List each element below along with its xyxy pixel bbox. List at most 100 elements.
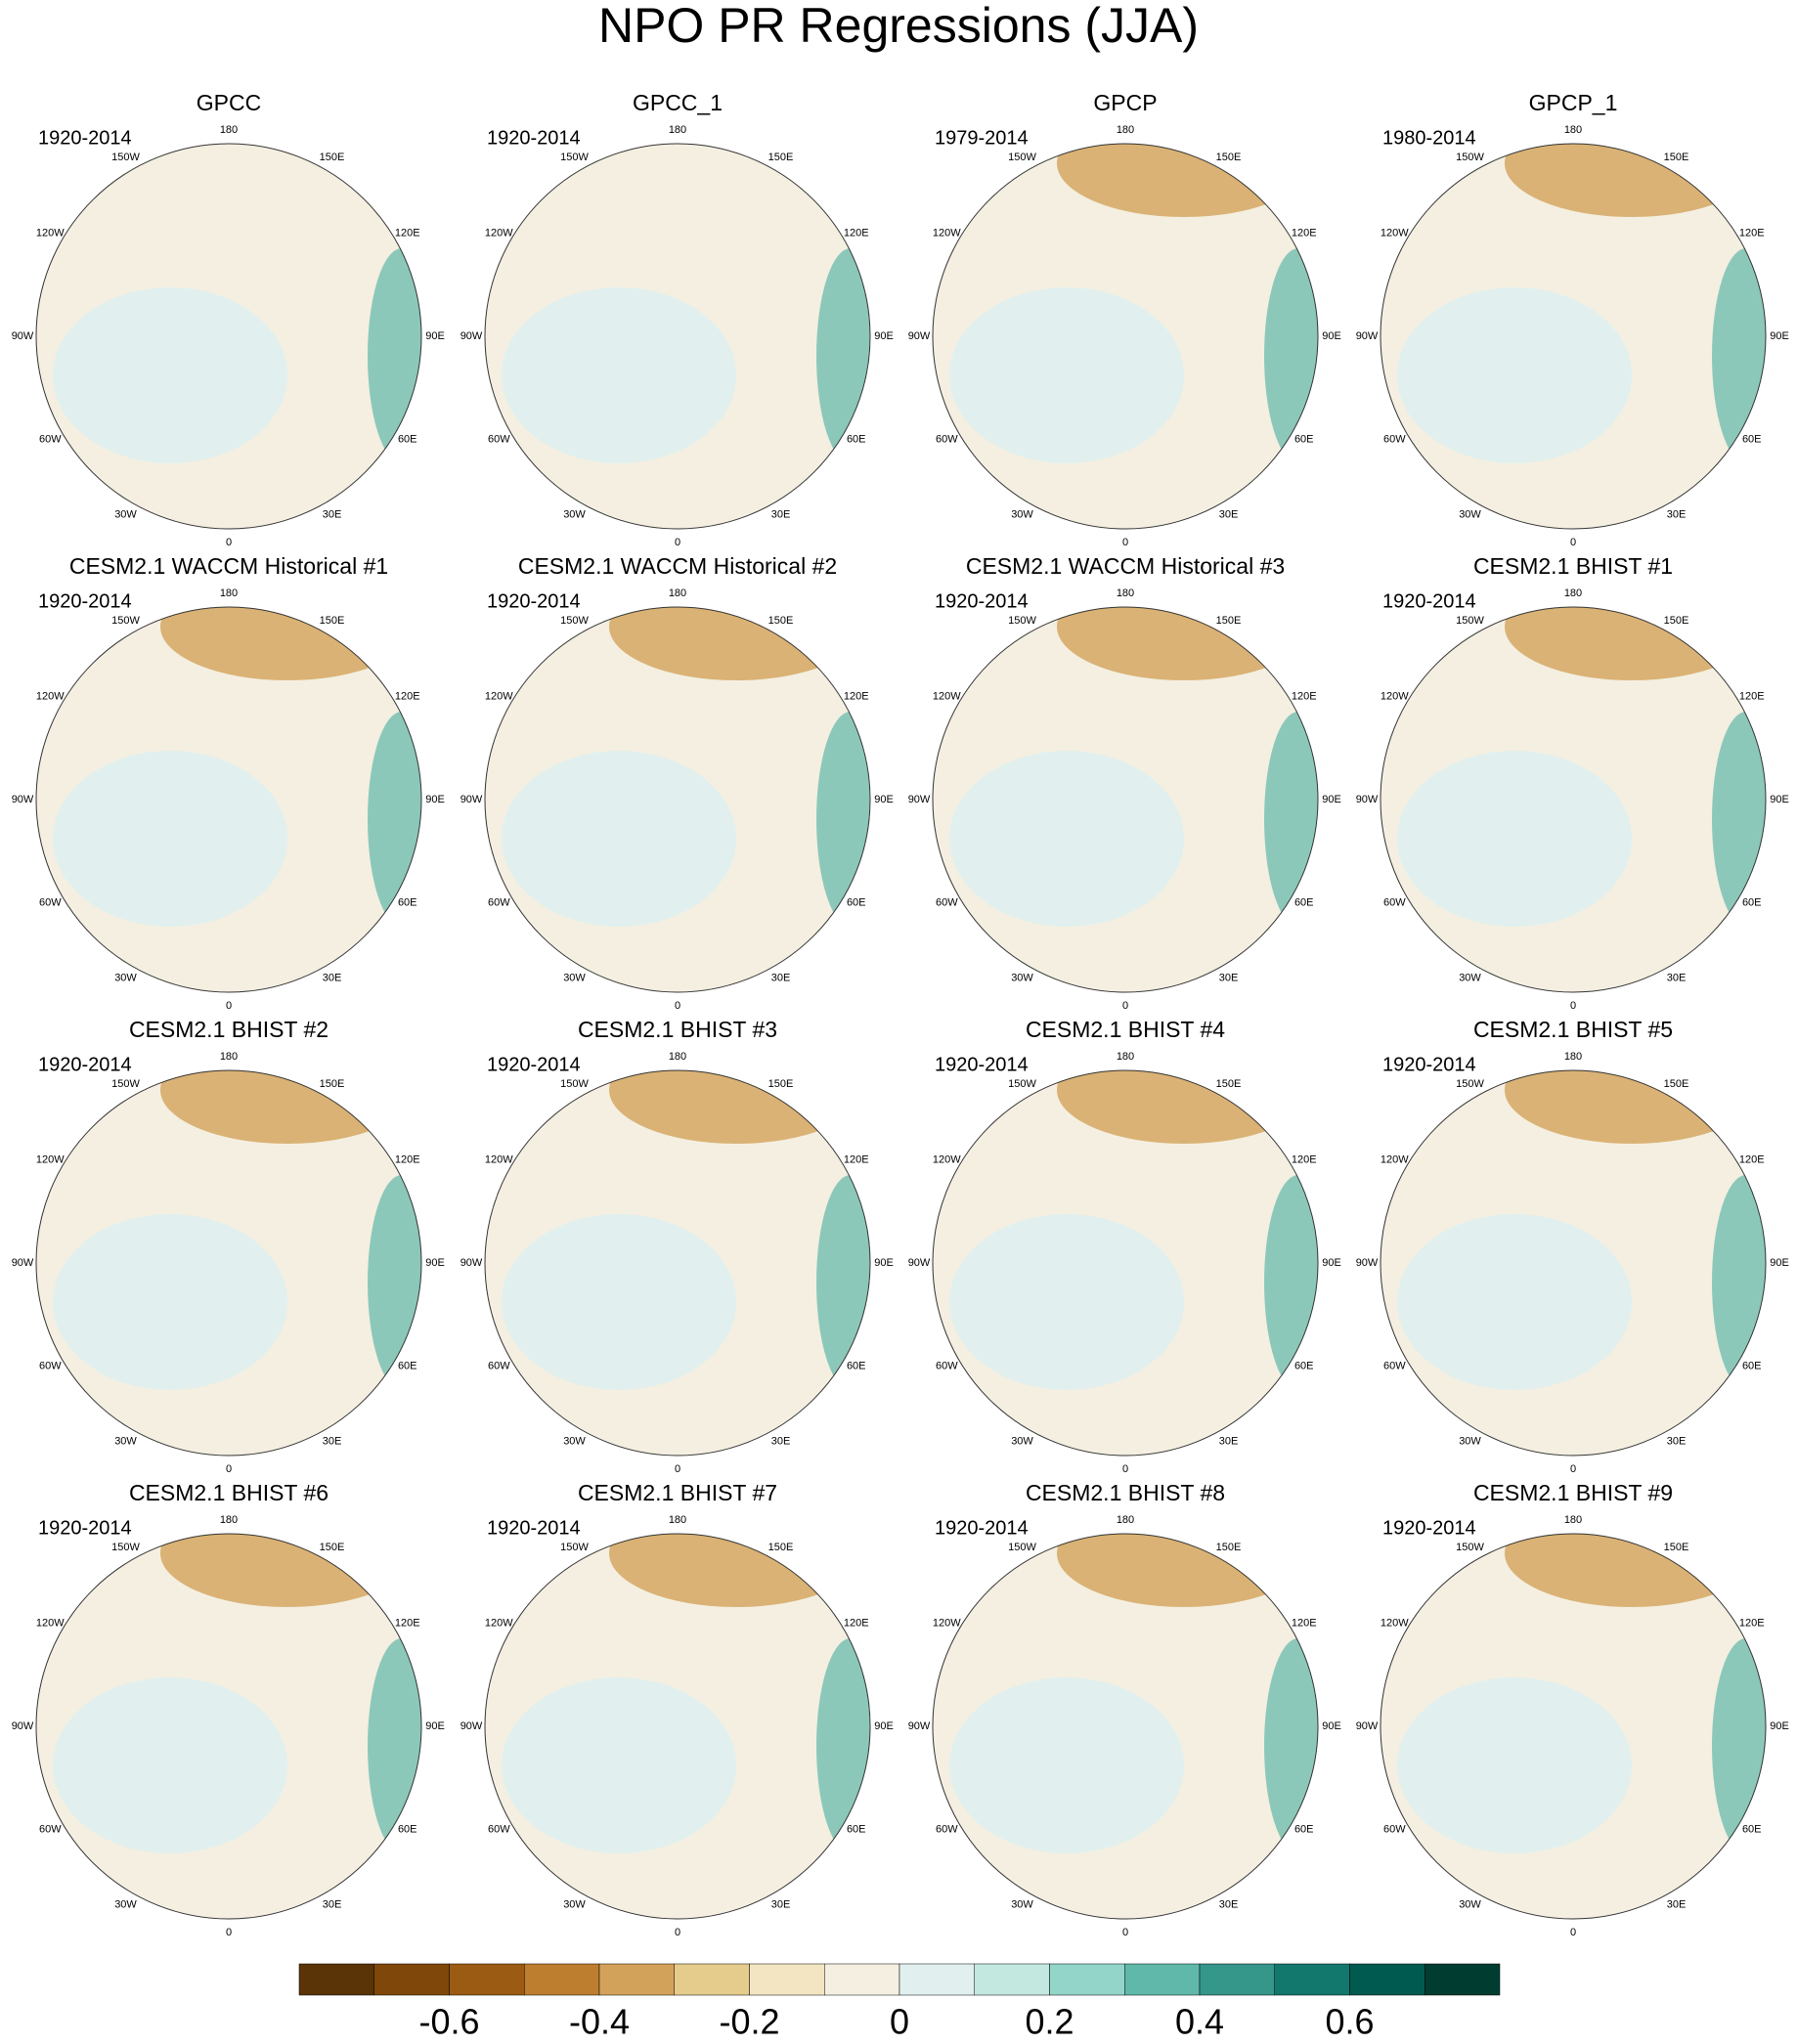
panel-period: 1979-2014 bbox=[935, 127, 1029, 149]
lon-label: 0 bbox=[675, 1000, 680, 1012]
colorbar-box bbox=[1274, 1963, 1350, 1996]
panel-title: CESM2.1 WACCM Historical #2 bbox=[518, 553, 837, 579]
lon-label: 60W bbox=[936, 1823, 958, 1835]
lon-label: 180 bbox=[220, 124, 238, 136]
lon-label: 90W bbox=[12, 330, 34, 342]
map-field bbox=[36, 144, 421, 529]
panel-title: CESM2.1 BHIST #1 bbox=[1473, 553, 1673, 579]
lon-label: 30W bbox=[1459, 1899, 1481, 1911]
lon-label: 150W bbox=[111, 1078, 140, 1090]
field-blob bbox=[609, 1534, 863, 1607]
field-blob bbox=[502, 1214, 736, 1390]
lon-label: 30W bbox=[563, 973, 586, 984]
lon-label: 60W bbox=[39, 896, 62, 908]
lon-label: 180 bbox=[220, 587, 238, 599]
lon-label: 90E bbox=[874, 330, 894, 342]
field-blob bbox=[1505, 1070, 1759, 1144]
lon-label: 60E bbox=[1294, 896, 1314, 908]
field-blob bbox=[816, 1175, 870, 1390]
field-blob bbox=[368, 1175, 421, 1390]
field-blob bbox=[1712, 1175, 1766, 1390]
map-field bbox=[485, 144, 870, 529]
field-blob bbox=[1057, 1070, 1311, 1144]
lon-label: 90W bbox=[908, 330, 931, 342]
lon-label: 30W bbox=[563, 1436, 586, 1448]
panel-period: 1980-2014 bbox=[1382, 127, 1476, 149]
lon-label: 120W bbox=[933, 227, 961, 239]
lon-label: 60W bbox=[39, 1360, 62, 1371]
lon-label: 60W bbox=[39, 1823, 62, 1835]
panel-period: 1920-2014 bbox=[38, 1054, 132, 1075]
lon-label: 30E bbox=[1667, 1899, 1687, 1911]
lon-label: 0 bbox=[1122, 537, 1128, 548]
panel-title: CESM2.1 BHIST #8 bbox=[1026, 1480, 1225, 1505]
lon-label: 90E bbox=[1322, 330, 1341, 342]
map-field bbox=[1381, 144, 1766, 529]
map-outline bbox=[35, 143, 422, 530]
lon-label: 150W bbox=[1456, 1542, 1484, 1553]
lon-label: 30W bbox=[563, 509, 586, 521]
map-outline bbox=[1380, 143, 1767, 530]
lon-label: 120W bbox=[1381, 1617, 1409, 1629]
panel-title: CESM2.1 BHIST #9 bbox=[1473, 1480, 1673, 1505]
colorbar-tick-label: 0 bbox=[890, 2002, 909, 2039]
map-outline bbox=[484, 1069, 871, 1457]
lon-label: 0 bbox=[675, 537, 680, 548]
colorbar-tick-label: 0.6 bbox=[1325, 2002, 1374, 2039]
lon-label: 30E bbox=[1219, 1436, 1239, 1448]
lon-label: 60W bbox=[39, 433, 62, 445]
field-blob bbox=[502, 287, 736, 463]
field-blob bbox=[1712, 1638, 1766, 1853]
lon-label: 90E bbox=[1770, 1720, 1789, 1732]
lon-label: 120W bbox=[36, 1153, 65, 1165]
field-blob bbox=[609, 607, 863, 680]
panel-period: 1920-2014 bbox=[487, 590, 581, 612]
map-outline bbox=[484, 1533, 871, 1920]
lon-label: 90W bbox=[12, 1257, 34, 1269]
lon-label: 150W bbox=[560, 152, 589, 163]
lon-label: 120W bbox=[36, 690, 65, 702]
field-blob bbox=[1397, 287, 1632, 463]
lon-label: 90E bbox=[874, 1257, 894, 1269]
panel-title: CESM2.1 BHIST #3 bbox=[578, 1017, 777, 1042]
lon-label: 30E bbox=[771, 509, 791, 521]
colorbar-box bbox=[1124, 1963, 1201, 1996]
lon-label: 120E bbox=[844, 227, 869, 239]
panel-title: CESM2.1 WACCM Historical #3 bbox=[966, 553, 1285, 579]
lon-label: 90E bbox=[874, 794, 894, 805]
lon-label: 60E bbox=[1294, 1823, 1314, 1835]
lon-label: 90W bbox=[460, 1720, 483, 1732]
lon-label: 150W bbox=[1456, 1078, 1484, 1090]
lon-label: 60E bbox=[398, 1360, 417, 1371]
lon-label: 30W bbox=[114, 973, 137, 984]
lon-label: 120W bbox=[485, 1617, 513, 1629]
lon-label: 120W bbox=[36, 227, 65, 239]
field-blob bbox=[1505, 144, 1759, 217]
map-field bbox=[1381, 1534, 1766, 1919]
lon-label: 60E bbox=[398, 896, 417, 908]
field-blob bbox=[816, 248, 870, 463]
field-blob bbox=[1264, 1638, 1318, 1853]
map-field bbox=[1381, 1070, 1766, 1456]
lon-label: 60W bbox=[936, 433, 958, 445]
panel-period: 1920-2014 bbox=[38, 127, 132, 149]
lon-label: 180 bbox=[1117, 1051, 1134, 1063]
panel-title: CESM2.1 WACCM Historical #1 bbox=[69, 553, 388, 579]
lon-label: 180 bbox=[1564, 124, 1582, 136]
lon-label: 150W bbox=[560, 1542, 589, 1553]
lon-label: 30W bbox=[1459, 1436, 1481, 1448]
field-blob bbox=[1397, 751, 1632, 927]
lon-label: 90W bbox=[460, 330, 483, 342]
field-blob bbox=[1397, 1214, 1632, 1390]
lon-label: 150E bbox=[1216, 1542, 1242, 1553]
panel-title: GPCP bbox=[1093, 90, 1157, 115]
lon-label: 60W bbox=[1383, 896, 1406, 908]
panel-period: 1920-2014 bbox=[935, 1054, 1029, 1075]
lon-label: 180 bbox=[1117, 124, 1134, 136]
lon-label: 30E bbox=[1219, 509, 1239, 521]
map-outline bbox=[932, 606, 1319, 993]
lon-label: 150E bbox=[320, 1078, 345, 1090]
field-blob bbox=[160, 1534, 415, 1607]
map-outline bbox=[1380, 1533, 1767, 1920]
